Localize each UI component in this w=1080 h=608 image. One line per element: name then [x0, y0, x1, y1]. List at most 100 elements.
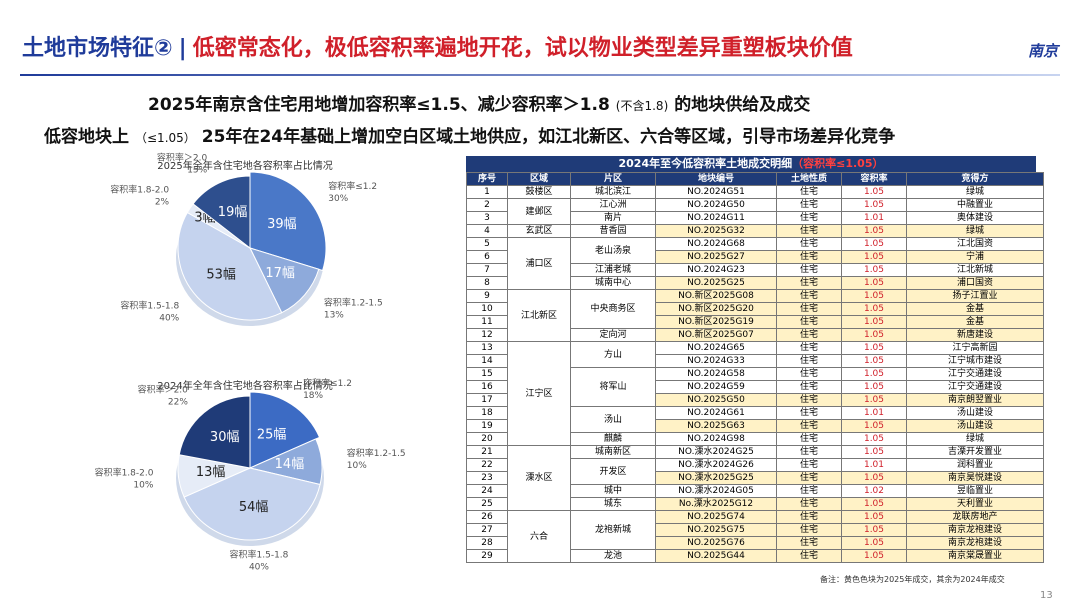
- table-cell: NO.2025G32: [655, 224, 777, 238]
- table-cell: 住宅: [776, 224, 842, 238]
- table-cell: 南京朗翌置业: [906, 393, 1044, 407]
- table-cell: 1.05: [841, 276, 907, 290]
- table-cell: 1.05: [841, 367, 907, 381]
- table-cell: 1.05: [841, 445, 907, 459]
- table-cell: 龙联房地产: [906, 510, 1044, 524]
- table-cell: NO.2024G33: [655, 354, 777, 368]
- table-cell: 老山汤泉: [570, 237, 656, 264]
- table-cell: 润科置业: [906, 458, 1044, 472]
- table-cell: 1.05: [841, 510, 907, 524]
- percent-label: 13%: [324, 310, 344, 320]
- table-cell: 14: [466, 354, 508, 368]
- table-cell: 江宁高新园: [906, 341, 1044, 355]
- pie-slice: [249, 391, 321, 469]
- table-cell: 1.05: [841, 289, 907, 303]
- percent-label: 18%: [303, 391, 323, 401]
- table-cell: 江宁交通建设: [906, 367, 1044, 381]
- headline: 低密常态化，极低容积率遍地开花，试以物业类型差异重塑板块价值: [192, 36, 853, 61]
- table-cell: 江北新城: [906, 263, 1044, 277]
- table-cell: 5: [466, 237, 508, 251]
- table-cell: NO.2024G59: [655, 380, 777, 394]
- table-cell: 13: [466, 341, 508, 355]
- column-header: 竞得方: [906, 172, 1044, 186]
- table-cell: NO.2024G58: [655, 367, 777, 381]
- table-cell: 汤山建设: [906, 406, 1044, 420]
- table-cell: 2: [466, 198, 508, 212]
- table-cell: NO.2025G75: [655, 523, 777, 537]
- footnote: 备注：黄色色块为2025年成交，其余为2024年成交: [820, 575, 1005, 584]
- table-cell: 住宅: [776, 302, 842, 316]
- table-cell: 10: [466, 302, 508, 316]
- table-row: 28 NO.2025G76 住宅 1.05 南京龙袍建设: [466, 536, 1044, 550]
- table-cell: 将军山: [570, 367, 656, 407]
- percent-label: 40%: [249, 563, 269, 573]
- table-cell: 定向河: [570, 328, 656, 342]
- percent-label: 10%: [133, 480, 153, 490]
- table-cell: 浦口区: [507, 237, 571, 290]
- value-label: 14幅: [275, 457, 305, 472]
- table-cell: NO.新区2025G19: [655, 315, 777, 329]
- table-cell: 江心洲: [570, 198, 656, 212]
- value-label: 30幅: [210, 430, 240, 445]
- table-cell: 南京龙袍建设: [906, 523, 1044, 537]
- table-cell: 1.05: [841, 198, 907, 212]
- table-row: 26 六合 龙袍新城 NO.2025G74 住宅 1.05 龙联房地产: [466, 510, 1044, 563]
- table-cell: NO.2024G65: [655, 341, 777, 355]
- text: （容积率≤1.05）: [792, 157, 884, 170]
- table-cell: 住宅: [776, 484, 842, 498]
- table-cell: 住宅: [776, 198, 842, 212]
- table-cell: 28: [466, 536, 508, 550]
- table-row: 3 南片 NO.2024G11 住宅 1.01 奥体建设: [466, 211, 1044, 225]
- table-row: 20 麒麟 NO.2024G98 住宅 1.05 绿城: [466, 432, 1044, 446]
- page-number: 13: [1040, 590, 1053, 601]
- table-cell: 住宅: [776, 289, 842, 303]
- table-cell: 7: [466, 263, 508, 277]
- table-row: 9 江北新区 中央商务区 NO.新区2025G08 住宅 1.05 扬子江置业: [466, 289, 1044, 342]
- table-cell: 江北新区: [507, 289, 571, 342]
- table-cell: 4: [466, 224, 508, 238]
- category-label: 容积率≤1.2: [303, 377, 352, 389]
- table-cell: 住宅: [776, 250, 842, 264]
- table-cell: NO.2025G63: [655, 419, 777, 433]
- table-cell: NO.新区2025G20: [655, 302, 777, 316]
- table-cell: 1.05: [841, 497, 907, 511]
- table-cell: 1.05: [841, 393, 907, 407]
- category-label: 容积率＞2.0: [138, 383, 189, 395]
- table-cell: 12: [466, 328, 508, 342]
- table-cell: 住宅: [776, 393, 842, 407]
- table-cell: 龙池: [570, 549, 656, 563]
- table-cell: 1.05: [841, 419, 907, 433]
- table-cell: 3: [466, 211, 508, 225]
- category-label: 容积率1.5-1.8: [120, 300, 179, 312]
- table-cell: 1.05: [841, 432, 907, 446]
- table-cell: 1.05: [841, 263, 907, 277]
- table-cell: NO.2024G51: [655, 185, 777, 199]
- header-title: 土地市场特征②: [22, 36, 173, 61]
- table-cell: 江浦老城: [570, 263, 656, 277]
- table-cell: 南京棠晟置业: [906, 549, 1044, 563]
- table-cell: 龙袍新城: [570, 510, 656, 550]
- table-cell: 汤山建设: [906, 419, 1044, 433]
- category-label: 容积率1.2-1.5: [324, 296, 383, 308]
- pie-charts: 2025年全年含住宅地各容积率占比情况39幅容积率≤1.230%17幅容积率1.…: [95, 151, 406, 573]
- table-cell: NO.2025G25: [655, 276, 777, 290]
- table-cell: 1.05: [841, 549, 907, 563]
- table-cell: 江宁城市建设: [906, 354, 1044, 368]
- table-cell: 1.05: [841, 471, 907, 485]
- table-cell: NO.溧水2024G25: [655, 445, 777, 459]
- column-header: 区域: [507, 172, 571, 186]
- table-cell: NO.溧水2024G26: [655, 458, 777, 472]
- pie-title: 2025年全年含住宅地各容积率占比情况: [157, 159, 332, 172]
- table-row: 2 建邺区 江心洲 NO.2024G50 住宅 1.05 中融置业: [466, 198, 1044, 225]
- table-cell: NO.2024G98: [655, 432, 777, 446]
- table-cell: 玄武区: [507, 224, 571, 238]
- table-cell: 汤山: [570, 406, 656, 433]
- table-cell: 方山: [570, 341, 656, 368]
- table-cell: NO.溧水2025G25: [655, 471, 777, 485]
- table-cell: 1: [466, 185, 508, 199]
- text: 的地块供给及成交: [674, 95, 811, 115]
- table-cell: 昱临置业: [906, 484, 1044, 498]
- table-cell: 天利置业: [906, 497, 1044, 511]
- value-label: 17幅: [265, 266, 295, 281]
- pie-slice: [177, 211, 283, 321]
